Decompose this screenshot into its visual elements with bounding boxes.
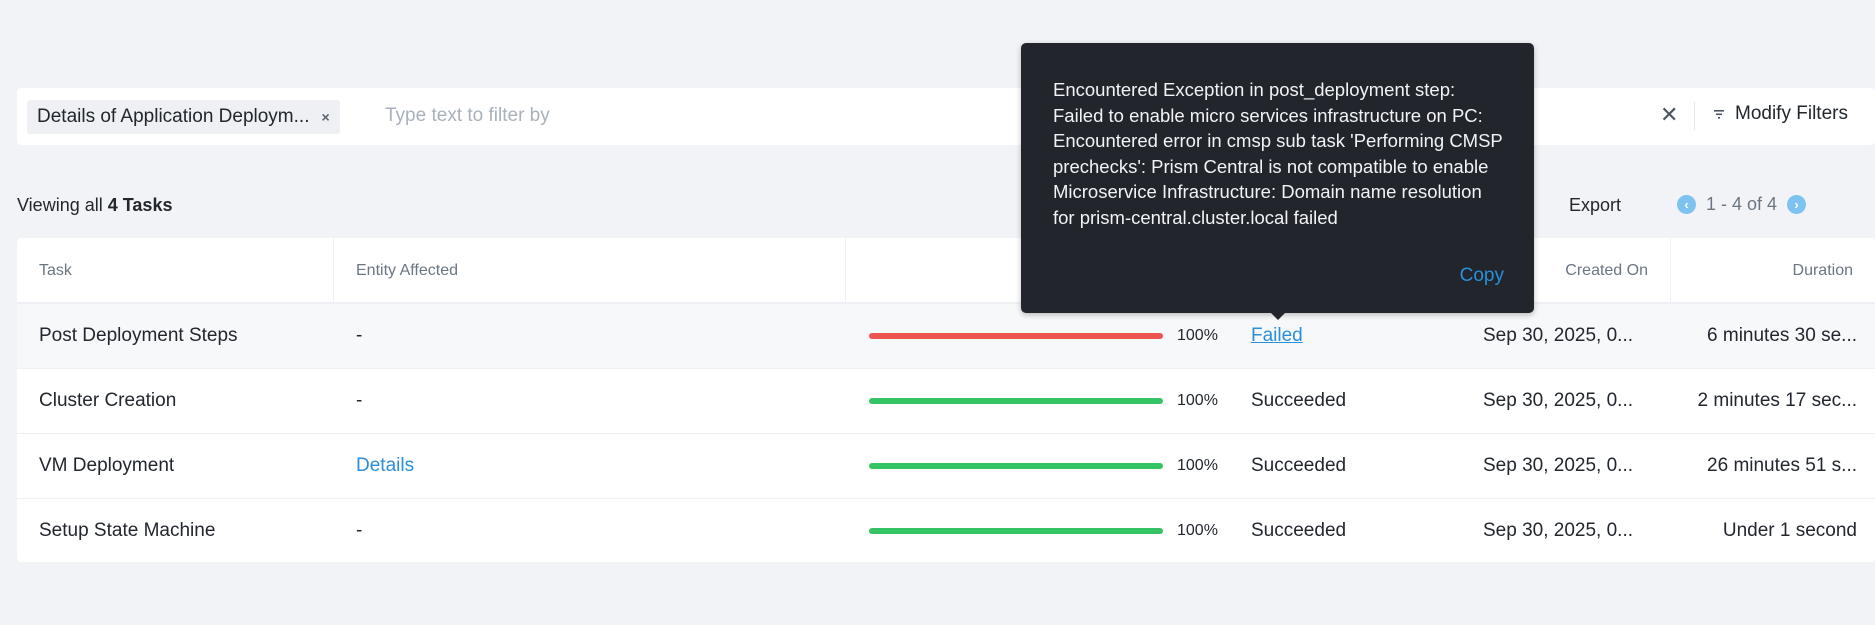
duration: 6 minutes 30 se... bbox=[1707, 325, 1857, 346]
task-status: Succeeded bbox=[1251, 455, 1347, 476]
created-on: Sep 30, 2025, 0... bbox=[1483, 390, 1634, 411]
entity-affected[interactable]: Details bbox=[356, 455, 415, 476]
task-status: Succeeded bbox=[1251, 520, 1347, 541]
modify-filters-button[interactable]: Modify Filters bbox=[1713, 103, 1848, 125]
progress-percent: 100% bbox=[1177, 457, 1218, 474]
progress-percent: 100% bbox=[1177, 392, 1218, 409]
task-name: VM Deployment bbox=[39, 455, 175, 476]
task-status[interactable]: Failed bbox=[1251, 325, 1303, 346]
pagination-label: 1 - 4 of 4 bbox=[1706, 194, 1778, 214]
created-on: Sep 30, 2025, 0... bbox=[1483, 520, 1634, 541]
task-name: Cluster Creation bbox=[39, 390, 177, 411]
error-tooltip: Encountered Exception in post_deployment… bbox=[1021, 43, 1534, 313]
task-count-summary: Viewing all 4 Tasks bbox=[17, 195, 172, 216]
progress-fill bbox=[869, 398, 1163, 404]
table-row[interactable]: Cluster Creation - 100% Succeeded Sep 30… bbox=[17, 369, 1875, 434]
task-name: Setup State Machine bbox=[39, 520, 216, 541]
task-status: Succeeded bbox=[1251, 390, 1347, 411]
duration: 2 minutes 17 sec... bbox=[1697, 390, 1857, 411]
summary-prefix: Viewing all bbox=[17, 195, 103, 215]
copy-button[interactable]: Copy bbox=[1459, 265, 1504, 286]
table-row[interactable]: VM Deployment Details 100% Succeeded Sep… bbox=[17, 434, 1875, 499]
error-message: Encountered Exception in post_deployment… bbox=[1053, 79, 1503, 228]
filter-chip[interactable]: Details of Application Deploym... × bbox=[27, 100, 340, 134]
table-row[interactable]: Setup State Machine - 100% Succeeded Sep… bbox=[17, 499, 1875, 562]
filter-bar[interactable]: Details of Application Deploym... × Type… bbox=[17, 88, 1875, 145]
modify-filters-label: Modify Filters bbox=[1735, 103, 1848, 124]
pagination: ‹ 1 - 4 of 4 › bbox=[1677, 194, 1807, 215]
clear-filters-icon[interactable]: ✕ bbox=[1660, 102, 1679, 127]
progress-fill bbox=[869, 528, 1163, 534]
tasks-table: Task Entity Affected Created On Duration… bbox=[17, 238, 1875, 562]
next-page-icon[interactable]: › bbox=[1787, 195, 1807, 214]
progress-fill bbox=[869, 463, 1163, 469]
progress-fill bbox=[869, 333, 1163, 339]
table-row[interactable]: Post Deployment Steps - 100% Failed Sep … bbox=[17, 304, 1875, 369]
chip-remove-icon[interactable]: × bbox=[321, 109, 330, 125]
column-header-duration[interactable]: Duration bbox=[1792, 262, 1853, 279]
entity-affected: - bbox=[356, 390, 363, 411]
filter-icon bbox=[1714, 110, 1724, 119]
filter-chip-label: Details of Application Deploym... bbox=[37, 106, 310, 127]
tooltip-arrow bbox=[1270, 312, 1286, 320]
progress-track bbox=[869, 463, 1163, 469]
column-header-created-on[interactable]: Created On bbox=[1417, 238, 1671, 304]
column-header-entity[interactable]: Entity Affected bbox=[334, 238, 846, 304]
summary-count: 4 Tasks bbox=[107, 195, 173, 215]
duration: Under 1 second bbox=[1722, 520, 1857, 541]
created-on: Sep 30, 2025, 0... bbox=[1483, 325, 1634, 346]
divider bbox=[1694, 102, 1695, 130]
export-button[interactable]: Export bbox=[1569, 195, 1622, 215]
column-header-task[interactable]: Task bbox=[17, 238, 334, 304]
filter-input[interactable]: Type text to filter by bbox=[385, 105, 550, 126]
progress-percent: 100% bbox=[1177, 522, 1218, 539]
entity-affected: - bbox=[356, 325, 363, 346]
prev-page-icon[interactable]: ‹ bbox=[1677, 195, 1696, 214]
progress-track bbox=[869, 333, 1163, 339]
progress-track bbox=[869, 528, 1163, 534]
task-name: Post Deployment Steps bbox=[39, 325, 238, 346]
duration: 26 minutes 51 s... bbox=[1707, 455, 1857, 476]
created-on: Sep 30, 2025, 0... bbox=[1483, 455, 1634, 476]
progress-percent: 100% bbox=[1177, 327, 1218, 344]
table-header: Task Entity Affected Created On Duration bbox=[17, 238, 1875, 304]
progress-track bbox=[869, 398, 1163, 404]
entity-affected: - bbox=[356, 520, 363, 541]
